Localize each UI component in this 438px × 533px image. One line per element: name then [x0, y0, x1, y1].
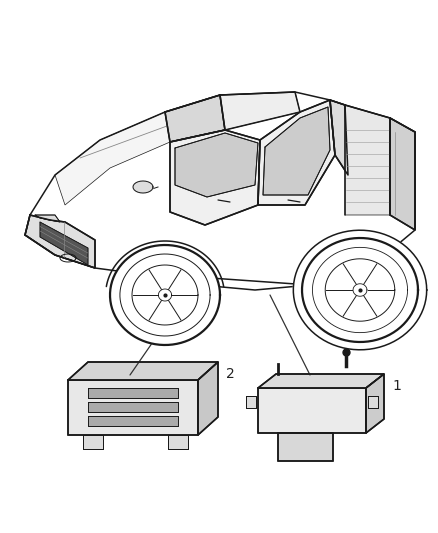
- Polygon shape: [293, 230, 427, 350]
- Polygon shape: [88, 402, 178, 412]
- Polygon shape: [263, 107, 330, 195]
- Polygon shape: [302, 238, 418, 342]
- Polygon shape: [366, 374, 384, 433]
- Polygon shape: [246, 396, 256, 408]
- Polygon shape: [55, 112, 170, 205]
- Polygon shape: [168, 435, 188, 449]
- Polygon shape: [68, 362, 218, 380]
- Polygon shape: [390, 118, 415, 230]
- Polygon shape: [25, 215, 95, 268]
- Polygon shape: [220, 92, 300, 130]
- Polygon shape: [258, 374, 384, 388]
- Polygon shape: [175, 133, 258, 197]
- Polygon shape: [88, 416, 178, 426]
- Polygon shape: [88, 388, 178, 398]
- Polygon shape: [133, 181, 153, 193]
- Polygon shape: [110, 245, 220, 345]
- Polygon shape: [170, 130, 260, 225]
- Polygon shape: [345, 105, 390, 215]
- Polygon shape: [40, 222, 88, 265]
- Polygon shape: [330, 100, 348, 175]
- Polygon shape: [35, 215, 60, 222]
- Polygon shape: [83, 435, 103, 449]
- Polygon shape: [258, 388, 366, 433]
- Polygon shape: [198, 362, 218, 435]
- Text: 1: 1: [392, 379, 401, 393]
- Polygon shape: [278, 433, 333, 461]
- Polygon shape: [368, 396, 378, 408]
- Polygon shape: [68, 380, 198, 435]
- Text: 2: 2: [226, 367, 235, 381]
- Polygon shape: [165, 95, 225, 142]
- Polygon shape: [258, 100, 335, 205]
